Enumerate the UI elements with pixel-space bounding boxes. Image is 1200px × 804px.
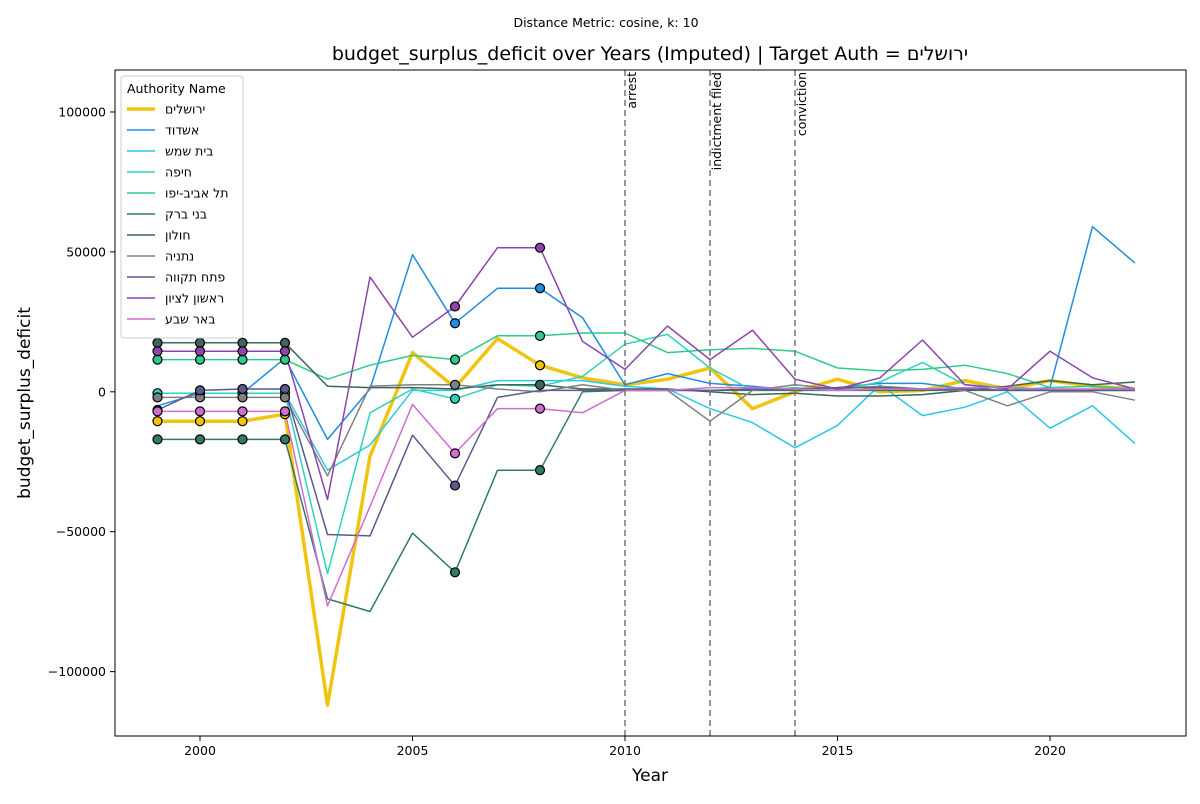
legend-label-6: חולון [165,228,191,243]
imputed-point-5 [152,434,163,445]
imputed-point-5 [449,567,461,578]
imputed-point-4 [449,354,461,365]
imputed-point-4 [534,330,546,341]
imputed-point-4 [152,354,163,365]
y-tick-label: 0 [98,384,106,399]
legend-label-1: אשדוד [165,123,199,138]
imputed-point-10 [237,406,248,417]
imputed-point-0 [194,416,206,427]
y-tick-label: 100000 [58,104,106,119]
imputed-point-7 [237,392,248,403]
imputed-point-3 [449,393,461,404]
imputed-point-7 [449,379,461,390]
legend-label-4: תל אביב-יפו [165,186,228,201]
y-axis-label: budget_surplus_deficit [15,307,35,499]
imputed-point-0 [534,360,546,371]
imputed-point-6 [152,337,163,348]
x-tick-label: 2005 [397,743,429,758]
imputed-point-4 [237,354,248,365]
x-tick-label: 2020 [1034,743,1066,758]
series-line-0 [157,336,1136,707]
imputed-point-0 [152,416,163,427]
event-label-1: indictment filed [709,72,724,170]
imputed-point-7 [152,392,163,403]
x-tick-label: 2010 [609,743,641,758]
imputed-point-0 [237,416,248,427]
imputed-point-5 [279,434,291,445]
legend-label-10: באר שבע [165,312,216,327]
imputed-point-8 [449,480,461,491]
x-tick-label: 2000 [184,743,216,758]
legend-label-3: חיפה [165,165,192,180]
x-tick-label: 2015 [822,743,854,758]
y-tick-label: −50000 [56,524,106,539]
chart-suptitle: Distance Metric: cosine, k: 10 [513,15,698,30]
imputed-point-4 [279,354,291,365]
imputed-point-9 [279,346,291,357]
imputed-point-9 [237,346,248,357]
series-line-7 [157,384,1136,477]
legend-label-8: פתח תקווה [165,270,225,285]
legend-label-5: בני ברק [165,207,207,222]
series-line-9 [157,246,1136,501]
event-label-2: conviction [794,72,809,136]
imputed-point-6 [534,379,546,390]
imputed-point-5 [194,434,206,445]
chart-title: budget_surplus_deficit over Years (Imput… [332,43,968,65]
imputed-point-5 [237,434,248,445]
imputed-point-8 [279,383,291,395]
series-line-10 [157,386,1135,607]
plot-frame [114,69,1187,737]
imputed-point-9 [152,346,163,357]
imputed-point-1 [449,318,461,329]
legend: Authority Name ירושלים אשדוד בית שמש חיפה תל … [120,75,244,339]
x-axis-label: Year [631,766,668,786]
plot-series-group [152,225,1136,707]
imputed-point-9 [194,346,206,357]
imputed-point-9 [534,242,546,253]
legend-label-0: ירושלים [165,102,205,117]
imputed-point-5 [534,465,546,476]
imputed-point-10 [534,403,546,414]
y-tick-label: −100000 [48,664,106,679]
series-line-1 [157,225,1136,441]
y-tick-label: 50000 [66,244,106,259]
event-label-0: arrest [624,72,639,109]
imputed-point-10 [194,406,206,417]
imputed-point-6 [237,337,248,348]
series-line-2 [157,379,1136,471]
imputed-point-10 [279,406,291,417]
imputed-point-7 [279,392,291,403]
legend-label-9: ראשון לציון [165,291,224,306]
legend-label-2: בית שמש [165,144,213,159]
imputed-point-1 [534,283,546,294]
axes: 2000 2005 2010 2015 2020 −100000 −50000 0 50000 1… [48,104,1066,758]
imputed-point-6 [279,337,291,348]
imputed-point-6 [194,337,206,348]
imputed-point-9 [449,301,461,312]
series-line-4 [157,332,1136,390]
legend-label-7: נתניה [165,249,194,264]
legend-box [120,75,244,339]
plot-area: arrest indictment filed conviction [152,70,1136,736]
imputed-point-4 [194,354,206,365]
imputed-point-10 [152,406,163,417]
legend-title: Authority Name [127,81,226,96]
imputed-point-8 [194,385,206,396]
imputed-point-10 [449,448,461,459]
imputed-point-8 [237,383,248,395]
